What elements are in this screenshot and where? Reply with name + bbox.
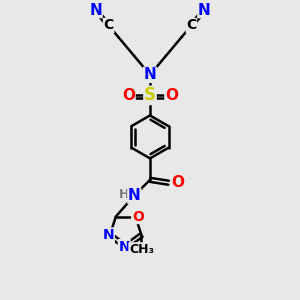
Text: O: O [165,88,178,103]
Text: C: C [186,19,197,32]
Text: S: S [144,86,156,104]
Text: N: N [89,3,102,18]
Text: H: H [119,188,129,201]
Text: O: O [172,175,184,190]
Text: O: O [132,209,144,224]
Text: N: N [144,67,156,82]
Text: CH₃: CH₃ [129,243,154,256]
Text: N: N [198,3,211,18]
Text: N: N [118,240,130,254]
Text: C: C [103,19,114,32]
Text: N: N [128,188,141,203]
Text: N: N [103,228,114,242]
Text: O: O [122,88,135,103]
